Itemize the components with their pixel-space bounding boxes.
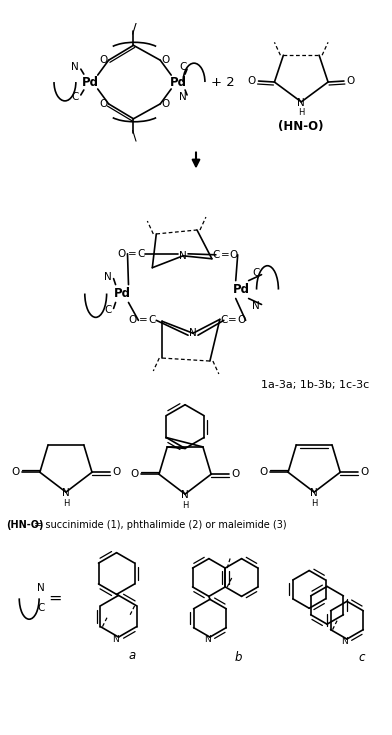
Text: C: C	[37, 603, 45, 613]
Text: =: =	[48, 591, 62, 606]
Text: N: N	[104, 272, 111, 282]
Text: N: N	[112, 634, 119, 644]
Text: 1a-3a; 1b-3b; 1c-3c: 1a-3a; 1b-3b; 1c-3c	[261, 380, 369, 390]
Text: O: O	[130, 469, 138, 479]
Text: N: N	[252, 301, 260, 312]
Text: N: N	[205, 634, 211, 644]
Text: /: /	[132, 21, 137, 35]
Text: O: O	[361, 467, 369, 477]
Text: O: O	[11, 467, 20, 477]
Text: C: C	[252, 268, 259, 278]
Text: H: H	[63, 498, 69, 508]
Text: =: =	[220, 250, 229, 259]
Text: N: N	[189, 329, 197, 338]
Text: N: N	[298, 98, 305, 108]
Text: H: H	[298, 108, 305, 118]
Text: O: O	[232, 469, 240, 479]
Text: C: C	[138, 249, 145, 259]
Text: =: =	[229, 315, 237, 326]
Text: N: N	[71, 62, 79, 72]
Text: Pd: Pd	[114, 287, 131, 300]
Text: H: H	[182, 501, 188, 509]
Text: O: O	[128, 315, 136, 326]
Text: O: O	[113, 467, 121, 477]
Text: =: =	[128, 249, 137, 259]
Text: (HN-O): (HN-O)	[6, 520, 44, 530]
Text: N: N	[341, 637, 348, 645]
Text: Pd: Pd	[170, 76, 187, 88]
Text: C: C	[71, 92, 78, 102]
Text: = succinimide (1), phthalimide (2) or maleimide (3): = succinimide (1), phthalimide (2) or ma…	[6, 520, 287, 530]
Text: b: b	[234, 651, 242, 664]
Text: O: O	[118, 249, 126, 259]
Text: \: \	[132, 129, 137, 143]
Text: O: O	[161, 99, 169, 109]
Text: H: H	[311, 498, 318, 508]
Text: N: N	[179, 92, 187, 102]
Text: O: O	[100, 99, 108, 109]
Text: (HN-O): (HN-O)	[278, 121, 324, 133]
Text: O: O	[100, 55, 108, 65]
Text: =: =	[139, 315, 148, 326]
Text: C: C	[212, 250, 220, 259]
Text: + 2: + 2	[211, 76, 235, 88]
Text: N: N	[37, 584, 45, 593]
Text: O: O	[347, 76, 355, 86]
Text: Pd: Pd	[82, 76, 99, 88]
Text: O: O	[230, 250, 238, 259]
Text: N: N	[181, 490, 189, 500]
Text: c: c	[359, 651, 365, 664]
Text: O: O	[260, 467, 268, 477]
Text: Pd: Pd	[233, 283, 250, 296]
Text: O: O	[238, 315, 246, 326]
Text: O: O	[161, 55, 169, 65]
Text: N: N	[62, 488, 70, 498]
Text: C: C	[149, 315, 156, 326]
Text: C: C	[180, 62, 187, 72]
Text: N: N	[179, 251, 187, 261]
Text: N: N	[310, 488, 318, 498]
Text: O: O	[247, 76, 256, 86]
Text: C: C	[220, 315, 227, 326]
Text: a: a	[129, 650, 136, 662]
Text: C: C	[104, 306, 111, 315]
